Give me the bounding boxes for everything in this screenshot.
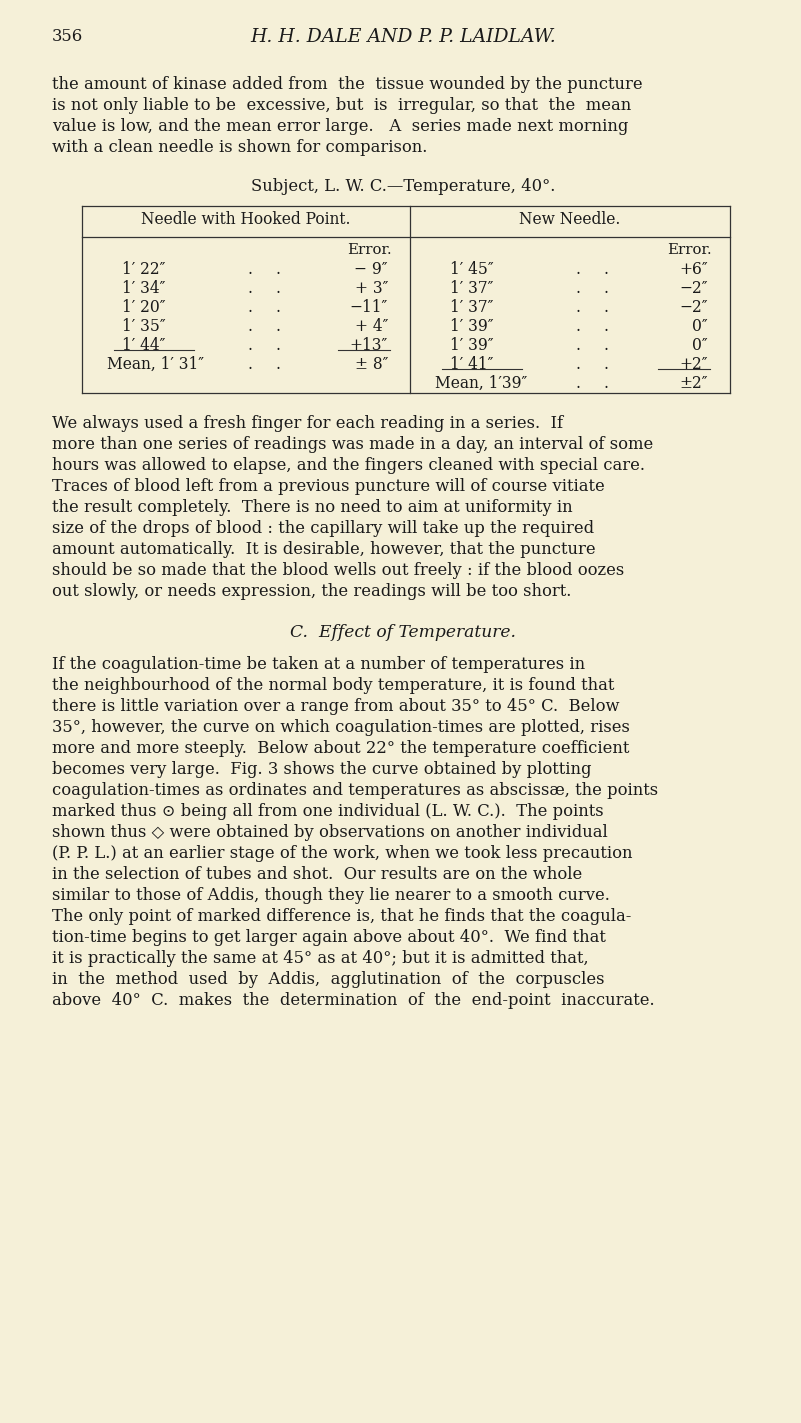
Text: more and more steeply.  Below about 22° the temperature coefficient: more and more steeply. Below about 22° t…	[52, 740, 630, 757]
Text: − 9″: − 9″	[355, 260, 388, 277]
Text: If the coagulation-time be taken at a number of temperatures in: If the coagulation-time be taken at a nu…	[52, 656, 585, 673]
Text: Mean, 1′39″: Mean, 1′39″	[435, 376, 527, 391]
Text: out slowly, or needs expression, the readings will be too short.: out slowly, or needs expression, the rea…	[52, 583, 571, 601]
Text: .: .	[575, 260, 581, 277]
Text: 1′ 37″: 1′ 37″	[450, 280, 493, 297]
Text: the neighbourhood of the normal body temperature, it is found that: the neighbourhood of the normal body tem…	[52, 677, 614, 694]
Text: Error.: Error.	[348, 243, 392, 258]
Text: size of the drops of blood : the capillary will take up the required: size of the drops of blood : the capilla…	[52, 519, 594, 536]
Text: with a clean needle is shown for comparison.: with a clean needle is shown for compari…	[52, 139, 428, 157]
Text: (P. P. L.) at an earlier stage of the work, when we took less precaution: (P. P. L.) at an earlier stage of the wo…	[52, 845, 633, 862]
Text: more than one series of readings was made in a day, an interval of some: more than one series of readings was mad…	[52, 435, 654, 453]
Text: is not only liable to be  excessive, but  is  irregular, so that  the  mean: is not only liable to be excessive, but …	[52, 97, 631, 114]
Text: .: .	[603, 299, 609, 316]
Text: .: .	[248, 337, 252, 354]
Text: coagulation-times as ordinates and temperatures as abscissæ, the points: coagulation-times as ordinates and tempe…	[52, 783, 658, 798]
Text: .: .	[575, 356, 581, 373]
Text: + 4″: + 4″	[355, 317, 388, 334]
Text: .: .	[276, 299, 280, 316]
Text: hours was allowed to elapse, and the fingers cleaned with special care.: hours was allowed to elapse, and the fin…	[52, 457, 645, 474]
Text: 1′ 41″: 1′ 41″	[450, 356, 493, 373]
Text: −11″: −11″	[350, 299, 388, 316]
Text: .: .	[276, 317, 280, 334]
Text: .: .	[575, 280, 581, 297]
Text: C.  Effect of Temperature.: C. Effect of Temperature.	[291, 625, 517, 640]
Text: the amount of kinase added from  the  tissue wounded by the puncture: the amount of kinase added from the tiss…	[52, 75, 642, 92]
Text: it is practically the same at 45° as at 40°; but it is admitted that,: it is practically the same at 45° as at …	[52, 951, 589, 968]
Text: shown thus ◇ were obtained by observations on another individual: shown thus ◇ were obtained by observatio…	[52, 824, 608, 841]
Text: .: .	[276, 260, 280, 277]
Text: Traces of blood left from a previous puncture will of course vitiate: Traces of blood left from a previous pun…	[52, 478, 605, 495]
Text: .: .	[603, 317, 609, 334]
Text: .: .	[248, 356, 252, 373]
Text: tion-time begins to get larger again above about 40°.  We find that: tion-time begins to get larger again abo…	[52, 929, 606, 946]
Text: .: .	[248, 317, 252, 334]
Text: 1′ 39″: 1′ 39″	[450, 337, 493, 354]
Text: marked thus ⊙ being all from one individual (L. W. C.).  The points: marked thus ⊙ being all from one individ…	[52, 803, 604, 820]
Text: The only point of marked difference is, that he finds that the coagula-: The only point of marked difference is, …	[52, 908, 631, 925]
Text: +6″: +6″	[679, 260, 708, 277]
Text: ± 8″: ± 8″	[355, 356, 388, 373]
Text: ±2″: ±2″	[679, 376, 708, 391]
Text: .: .	[603, 280, 609, 297]
Text: the result completely.  There is no need to aim at uniformity in: the result completely. There is no need …	[52, 499, 573, 517]
Text: .: .	[575, 299, 581, 316]
Text: +2″: +2″	[679, 356, 708, 373]
Text: New Needle.: New Needle.	[519, 211, 621, 228]
Text: Subject, L. W. C.—Temperature, 40°.: Subject, L. W. C.—Temperature, 40°.	[252, 178, 556, 195]
Text: similar to those of Addis, though they lie nearer to a smooth curve.: similar to those of Addis, though they l…	[52, 887, 610, 904]
Text: becomes very large.  Fig. 3 shows the curve obtained by plotting: becomes very large. Fig. 3 shows the cur…	[52, 761, 591, 778]
Text: 356: 356	[52, 28, 83, 46]
Text: 35°, however, the curve on which coagulation-times are plotted, rises: 35°, however, the curve on which coagula…	[52, 719, 630, 736]
Text: 1′ 45″: 1′ 45″	[450, 260, 493, 277]
Text: Needle with Hooked Point.: Needle with Hooked Point.	[141, 211, 351, 228]
Text: 1′ 22″: 1′ 22″	[123, 260, 166, 277]
Text: Error.: Error.	[667, 243, 712, 258]
Text: 1′ 35″: 1′ 35″	[123, 317, 166, 334]
Text: 1′ 39″: 1′ 39″	[450, 317, 493, 334]
Text: in  the  method  used  by  Addis,  agglutination  of  the  corpuscles: in the method used by Addis, agglutinati…	[52, 970, 605, 988]
Text: value is low, and the mean error large.   A  series made next morning: value is low, and the mean error large. …	[52, 118, 628, 135]
Text: .: .	[248, 280, 252, 297]
Text: .: .	[575, 317, 581, 334]
Text: 1′ 44″: 1′ 44″	[123, 337, 166, 354]
Text: .: .	[248, 260, 252, 277]
Text: +13″: +13″	[350, 337, 388, 354]
Text: .: .	[575, 337, 581, 354]
Text: .: .	[276, 356, 280, 373]
Text: 0″: 0″	[692, 337, 708, 354]
Text: .: .	[276, 337, 280, 354]
Text: Mean, 1′ 31″: Mean, 1′ 31″	[107, 356, 204, 373]
Text: amount automatically.  It is desirable, however, that the puncture: amount automatically. It is desirable, h…	[52, 541, 596, 558]
Text: .: .	[276, 280, 280, 297]
Text: 1′ 34″: 1′ 34″	[123, 280, 166, 297]
Text: −2″: −2″	[679, 299, 708, 316]
Text: −2″: −2″	[679, 280, 708, 297]
Text: .: .	[575, 376, 581, 391]
Text: We always used a fresh finger for each reading in a series.  If: We always used a fresh finger for each r…	[52, 416, 563, 433]
Text: .: .	[248, 299, 252, 316]
Text: .: .	[603, 260, 609, 277]
Text: above  40°  C.  makes  the  determination  of  the  end-point  inaccurate.: above 40° C. makes the determination of …	[52, 992, 654, 1009]
Text: there is little variation over a range from about 35° to 45° C.  Below: there is little variation over a range f…	[52, 699, 619, 714]
Text: should be so made that the blood wells out freely : if the blood oozes: should be so made that the blood wells o…	[52, 562, 624, 579]
Text: H. H. DALE AND P. P. LAIDLAW.: H. H. DALE AND P. P. LAIDLAW.	[251, 28, 557, 46]
Text: .: .	[603, 356, 609, 373]
Text: 1′ 37″: 1′ 37″	[450, 299, 493, 316]
Text: in the selection of tubes and shot.  Our results are on the whole: in the selection of tubes and shot. Our …	[52, 867, 582, 884]
Text: 0″: 0″	[692, 317, 708, 334]
Text: .: .	[603, 376, 609, 391]
Text: + 3″: + 3″	[355, 280, 388, 297]
Text: 1′ 20″: 1′ 20″	[123, 299, 166, 316]
Text: .: .	[603, 337, 609, 354]
